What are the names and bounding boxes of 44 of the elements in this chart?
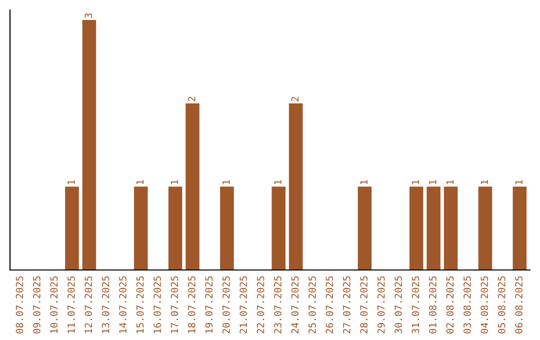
x-tick-label: 18.07.2025 — [188, 276, 196, 333]
data-label: 3 — [84, 13, 92, 18]
x-tick-label: 13.07.2025 — [102, 276, 110, 333]
x-tick-label: 28.07.2025 — [360, 276, 368, 334]
x-tick-label: 15.07.2025 — [136, 276, 144, 333]
x-tick-label: 16.07.2025 — [154, 276, 161, 333]
data-label: 1 — [274, 180, 282, 184]
x-tick-label: 30.07.2025 — [394, 276, 402, 334]
data-label: 1 — [429, 180, 436, 184]
x-tick-label: 14.07.2025 — [119, 276, 126, 333]
x-tick-label: 08.07.2025 — [16, 276, 24, 334]
data-label: 2 — [188, 96, 196, 102]
x-tick-label: 01.08.2025 — [429, 276, 436, 334]
x-tick-label: 05.08.2025 — [498, 276, 506, 334]
data-label: 1 — [515, 180, 522, 184]
x-tick-label: 17.07.2025 — [170, 276, 178, 333]
data-label: 1 — [222, 180, 230, 184]
x-tick-label: 27.07.2025 — [342, 276, 350, 334]
x-tick-label: 20.07.2025 — [222, 276, 230, 334]
data-label: 1 — [480, 180, 488, 184]
x-tick-label: 06.08.2025 — [515, 276, 523, 334]
x-tick-label: 31.07.2025 — [412, 276, 420, 334]
x-tick-label: 23.07.2025 — [274, 276, 282, 334]
data-label: 1 — [68, 180, 75, 184]
x-tick-label: 11.07.2025 — [67, 276, 75, 333]
x-tick-label: 21.07.2025 — [240, 276, 248, 334]
x-tick-label: 19.07.2025 — [205, 276, 213, 333]
data-label: 1 — [170, 180, 178, 184]
x-tick-label: 22.07.2025 — [256, 276, 264, 334]
x-tick-label: 04.08.2025 — [480, 276, 488, 334]
x-tick-label: 25.07.2025 — [308, 276, 316, 334]
x-tick-label: 09.07.2025 — [33, 276, 40, 334]
data-label: 1 — [446, 180, 454, 184]
data-label: 1 — [136, 180, 144, 184]
data-label: 1 — [360, 180, 368, 184]
data-label: 2 — [291, 96, 299, 102]
x-tick-label: 29.07.2025 — [377, 276, 385, 334]
x-tick-label: 24.07.2025 — [291, 276, 299, 334]
x-tick-label: 03.08.2025 — [464, 276, 471, 334]
data-label: 1 — [412, 180, 420, 184]
x-tick-label: 26.07.2025 — [326, 276, 334, 334]
x-tick-label: 10.07.2025 — [50, 276, 58, 333]
x-tick-label: 12.07.2025 — [84, 276, 92, 333]
x-tick-label: 02.08.2025 — [446, 276, 454, 334]
